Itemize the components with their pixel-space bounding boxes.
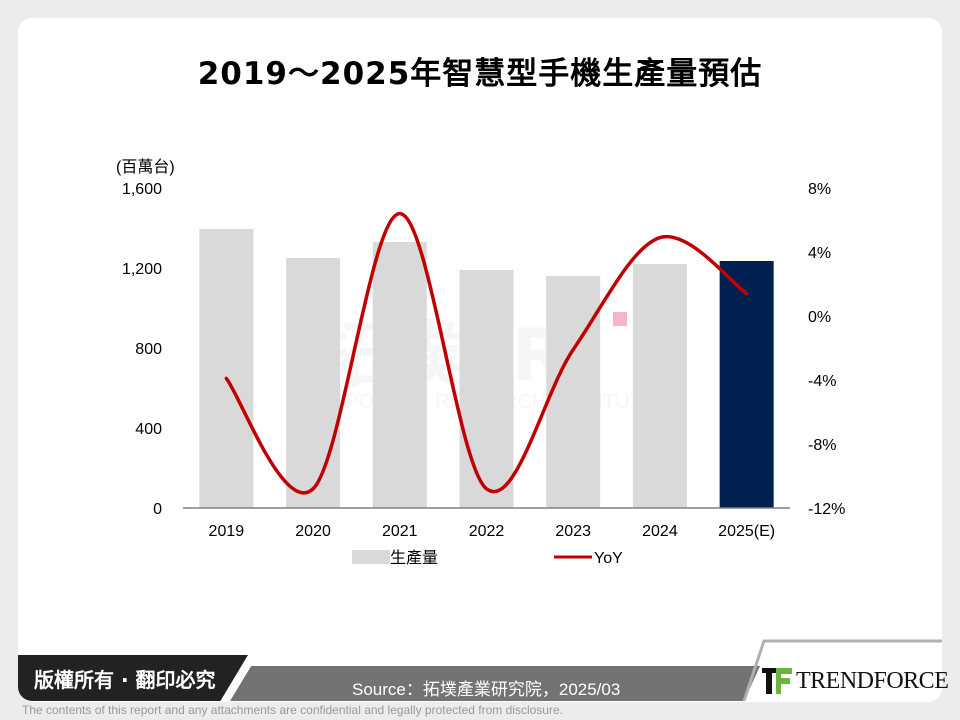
y2-tick-label: 0% xyxy=(808,309,831,326)
y2-tick-label: 8% xyxy=(808,181,831,198)
legend-line-label: YoY xyxy=(594,550,623,567)
footer-source-band xyxy=(230,666,760,701)
y2-tick-label: -12% xyxy=(808,501,845,518)
source-text: Source：拓墣產業研究院，2025/03 xyxy=(352,680,621,699)
bar-2025(E) xyxy=(719,261,774,508)
logo-frame xyxy=(742,639,942,701)
bar-2019 xyxy=(199,229,254,508)
y-tick-label: 800 xyxy=(135,341,162,358)
y2-tick-label: -4% xyxy=(808,373,836,390)
y-tick-label: 0 xyxy=(153,501,162,518)
disclaimer: The contents of this report and any atta… xyxy=(22,703,563,717)
bar-2024 xyxy=(632,264,687,508)
legend-bar-label: 生產量 xyxy=(390,549,438,567)
x-tick-label: 2021 xyxy=(382,523,418,540)
bar-2023 xyxy=(546,276,601,508)
y-tick-label: 1,200 xyxy=(122,261,162,278)
x-tick-label: 2020 xyxy=(295,523,331,540)
x-tick-label: 2023 xyxy=(555,523,591,540)
bar-2022 xyxy=(459,270,514,508)
footer-copyright-band xyxy=(18,655,248,701)
y-tick-label: 400 xyxy=(135,421,162,438)
bar-2021 xyxy=(372,242,427,508)
y2-tick-label: -8% xyxy=(808,437,836,454)
logo-text: TRENDFORCE xyxy=(796,667,949,694)
bar-2020 xyxy=(286,258,341,508)
y-axis-label: (百萬台) xyxy=(116,158,175,176)
chart-title: 2019～2025年智慧型手機生產量預估 xyxy=(197,56,763,92)
x-tick-label: 2025(E) xyxy=(718,523,775,540)
y-tick-label: 1,600 xyxy=(122,181,162,198)
watermark-mark xyxy=(613,312,627,326)
legend: 生產量 YoY xyxy=(352,549,623,567)
copyright-text: 版權所有 · 翻印必究 xyxy=(34,668,216,692)
trendforce-logo: TRENDFORCE xyxy=(762,666,949,696)
x-tick-label: 2022 xyxy=(469,523,505,540)
x-tick-label: 2019 xyxy=(209,523,245,540)
chart: 拓墣TRI TOPOLOGY RESEARCH INSTITUTE 040080… xyxy=(116,158,845,567)
y2-tick-label: 4% xyxy=(808,245,831,262)
x-tick-label: 2024 xyxy=(642,523,678,540)
trendforce-logo-icon xyxy=(762,668,792,694)
legend-bar-swatch xyxy=(352,550,390,564)
